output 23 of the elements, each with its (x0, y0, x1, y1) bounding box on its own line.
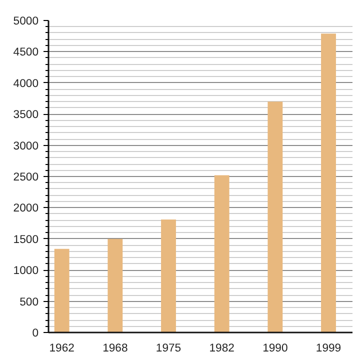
y-tick-label: 2000 (13, 202, 38, 215)
bar (321, 34, 336, 332)
x-tick-label: 1962 (49, 342, 74, 354)
x-tick-label: 1982 (209, 342, 234, 354)
y-tick-label: 1500 (13, 234, 38, 246)
y-tick-label: 2500 (13, 172, 38, 184)
y-tick-label: 4500 (13, 46, 38, 59)
y-tick-label: 1000 (13, 265, 38, 278)
y-tick-label: 3500 (13, 109, 38, 122)
bar (108, 238, 123, 332)
y-tick-label: 4000 (13, 78, 38, 90)
bar (268, 102, 283, 332)
x-tick-label: 1999 (316, 342, 342, 354)
bar (54, 248, 70, 332)
y-tick-label: 0 (32, 328, 39, 340)
bar (214, 175, 230, 332)
bar (161, 220, 176, 332)
y-tick-label: 3000 (13, 140, 38, 152)
y-tick-label: 500 (20, 296, 39, 308)
y-tick-label: 5000 (13, 16, 38, 28)
x-tick-label: 1975 (156, 342, 182, 354)
x-tick-label: 1990 (262, 342, 288, 354)
x-tick-label: 1968 (102, 342, 128, 354)
